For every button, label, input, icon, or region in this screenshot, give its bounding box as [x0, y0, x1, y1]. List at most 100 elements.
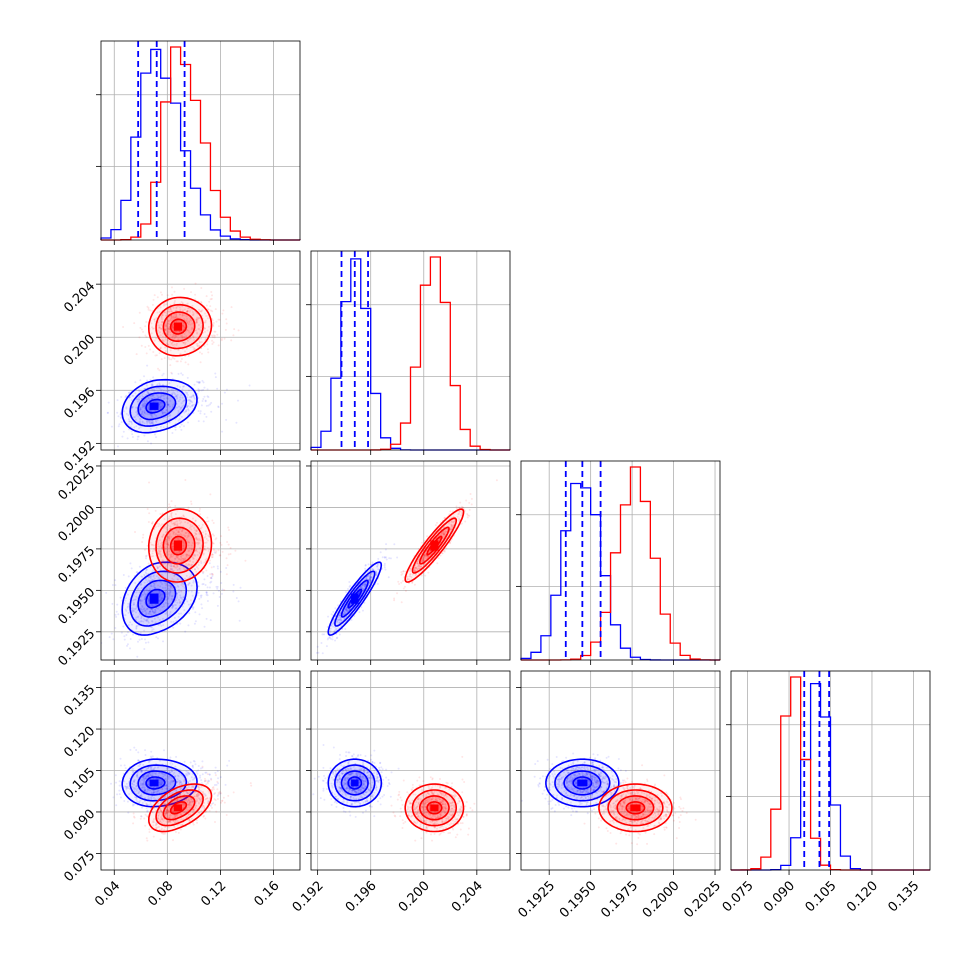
scatter-point [159, 395, 162, 398]
scatter-point [145, 384, 148, 387]
scatter-point [151, 326, 154, 329]
scatter-point [442, 533, 445, 536]
scatter-point [150, 442, 153, 445]
scatter-point [193, 528, 196, 531]
scatter-point [146, 607, 149, 610]
scatter-point [142, 608, 145, 611]
scatter-point [400, 581, 403, 584]
scatter-point [126, 643, 129, 646]
scatter-point [198, 537, 201, 540]
scatter-point [452, 515, 455, 518]
scatter-point [143, 648, 146, 651]
scatter-point [168, 414, 171, 417]
scatter-point [169, 414, 172, 417]
scatter-point [152, 544, 155, 547]
scatter-point [148, 421, 151, 424]
scatter-point [417, 564, 420, 567]
scatter-point [142, 533, 145, 536]
scatter-point [145, 554, 148, 557]
scatter-point [209, 298, 212, 301]
scatter-point [194, 293, 197, 296]
scatter-point [215, 585, 218, 588]
scatter-point [139, 379, 142, 382]
scatter-point [201, 570, 204, 573]
scatter-point [135, 411, 138, 414]
scatter-point [171, 336, 174, 339]
scatter-point [140, 587, 143, 590]
scatter-point [166, 597, 169, 600]
scatter-point [424, 574, 427, 577]
scatter-point [142, 399, 145, 402]
scatter-point [227, 543, 230, 546]
scatter-point [370, 576, 373, 579]
scatter-point [182, 534, 185, 537]
scatter-point [153, 611, 156, 614]
scatter-point [339, 616, 342, 619]
scatter-point [182, 515, 185, 518]
scatter-point [138, 311, 141, 314]
scatter-point [147, 520, 150, 523]
scatter-point [401, 572, 404, 575]
scatter-point [162, 603, 165, 606]
scatter-point [166, 403, 169, 406]
scatter-point [130, 421, 133, 424]
scatter-point [199, 361, 202, 364]
scatter-point [420, 565, 423, 568]
scatter-point [239, 586, 242, 589]
scatter-point [185, 538, 188, 541]
scatter-point [145, 594, 148, 597]
scatter-point [164, 591, 167, 594]
scatter-point [460, 505, 463, 508]
scatter-point [124, 767, 127, 770]
scatter-point [181, 529, 184, 532]
scatter-point [148, 610, 151, 613]
scatter-point [228, 759, 231, 762]
scatter-point [159, 585, 162, 588]
scatter-point [161, 541, 164, 544]
scatter-point [198, 507, 201, 510]
scatter-point [154, 337, 157, 340]
scatter-point [416, 568, 419, 571]
scatter-point [175, 342, 178, 345]
scatter-point [176, 531, 179, 534]
scatter-point [176, 396, 179, 399]
scatter-point [162, 302, 165, 305]
scatter-point [187, 541, 190, 544]
scatter-point [151, 626, 154, 629]
scatter-point [134, 598, 137, 601]
scatter-point [174, 557, 177, 560]
scatter-point [177, 557, 180, 560]
scatter-point [200, 603, 203, 606]
scatter-point [188, 320, 191, 323]
scatter-point [205, 591, 208, 594]
scatter-point [413, 570, 416, 573]
scatter-point [138, 398, 141, 401]
scatter-point [177, 349, 180, 352]
scatter-point [204, 530, 207, 533]
scatter-point [165, 583, 168, 586]
scatter-point [230, 339, 233, 342]
scatter-point [192, 403, 195, 406]
scatter-point [169, 611, 172, 614]
scatter-point [159, 346, 162, 349]
scatter-point [369, 577, 372, 580]
scatter-point [193, 347, 196, 350]
scatter-point [200, 310, 203, 313]
scatter-point [190, 291, 193, 294]
scatter-point [202, 553, 205, 556]
scatter-point [168, 584, 171, 587]
scatter-point [190, 503, 193, 506]
scatter-point [225, 318, 228, 321]
scatter-point [427, 571, 430, 574]
scatter-point [166, 562, 169, 565]
scatter-point [203, 321, 206, 324]
scatter-point [188, 337, 191, 340]
scatter-point [168, 588, 171, 591]
scatter-point [116, 445, 119, 448]
scatter-point [183, 411, 186, 414]
scatter-point [192, 394, 195, 397]
scatter-point [198, 344, 201, 347]
scatter-point [175, 566, 178, 569]
scatter-point [147, 419, 150, 422]
scatter-point [165, 581, 168, 584]
